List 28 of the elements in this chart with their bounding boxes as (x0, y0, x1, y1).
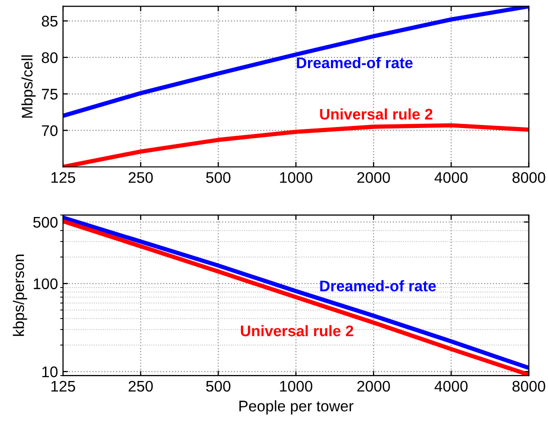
x-tick-label: 125 (51, 172, 76, 183)
x-tick-label: 8000 (512, 380, 546, 392)
y-axis-title: Mbps/cell (21, 55, 36, 118)
x-tick-label: 4000 (434, 172, 468, 183)
y-tick-label: 75 (42, 88, 58, 100)
y-tick-label: 100 (34, 278, 58, 290)
x-tick-label: 1000 (280, 172, 312, 183)
series-label: Dreamed-of rate (296, 57, 413, 68)
y-tick-label: 70 (42, 125, 58, 136)
x-tick-label: 1000 (280, 380, 312, 392)
x-tick-label: 250 (128, 172, 153, 183)
y-tick-label: 85 (42, 16, 58, 27)
x-tick-label: 2000 (357, 172, 390, 183)
x-tick-label: 500 (206, 380, 230, 392)
x-tick-label: 4000 (434, 380, 468, 392)
x-tick-label: 500 (206, 172, 230, 183)
x-axis-title: People per tower (239, 400, 354, 414)
y-tick-label: 80 (42, 52, 58, 64)
y-tick-label: 500 (33, 216, 58, 228)
series-label: Universal rule 2 (320, 108, 432, 120)
x-tick-label: 2000 (357, 380, 390, 392)
x-tick-label: 8000 (512, 172, 546, 183)
y-axis-title: kbps/person (12, 254, 28, 336)
y-tick-label: 10 (42, 366, 58, 378)
series-label: Universal rule 2 (240, 325, 354, 336)
x-tick-label: 125 (51, 380, 76, 392)
series-label: Dreamed-of rate (320, 280, 436, 292)
x-tick-label: 250 (128, 380, 153, 392)
